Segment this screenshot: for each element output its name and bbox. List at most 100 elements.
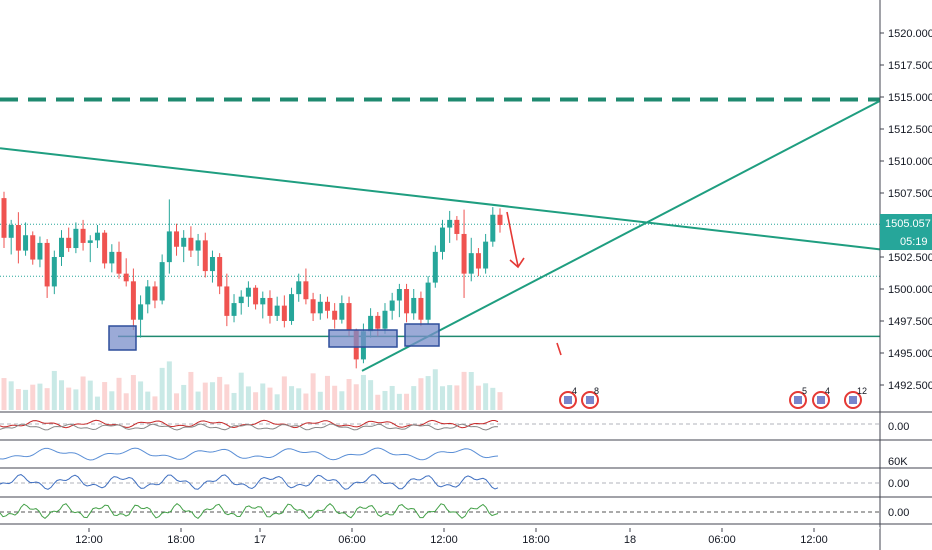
pane1-oscillator-red [0,419,499,429]
time-tick-label: 12:00 [430,534,458,546]
candle-body [439,227,445,252]
volume-bar [37,383,43,410]
candle-body [87,240,93,243]
event-badge[interactable]: 5 [789,386,807,409]
volume-bar [432,369,438,410]
volume-bar [209,382,215,410]
price-tick-label: 1497.500 [888,316,932,328]
volume-bar [231,392,237,410]
event-badge-count: 12 [857,386,867,396]
volume-bar [281,376,287,410]
volume-bar [51,370,57,410]
event-badge[interactable]: 8 [581,386,599,409]
red-arrow-head [509,257,525,269]
volume-bar [80,376,86,410]
volume-bar [188,371,194,410]
volume-bar [332,385,338,410]
pane1-oscillator-gray [0,423,499,431]
support-zones [108,323,440,351]
price-tick-label: 1520.000 [888,28,932,40]
volume-bar [490,387,496,410]
time-tick-label: 06:00 [338,534,366,546]
volume-bar [145,391,151,410]
volume-bar [353,384,359,410]
event-badge[interactable]: 4 [559,386,577,409]
volume-bar [324,375,330,410]
candle-body [202,240,208,272]
candle-body [94,232,100,241]
candle-body [346,303,352,330]
volume-bar [159,367,165,410]
candle-body [324,301,330,311]
event-badge[interactable]: 12 [844,386,867,409]
pane4-oscillator-green [0,502,499,520]
volume-bar [368,380,374,410]
candle-body [166,231,172,263]
volume-bar [289,386,295,410]
volume-bar [425,376,431,410]
price-tick-label: 1517.500 [888,60,932,72]
candle-body [245,287,251,297]
volume-bar [418,378,424,410]
volume-bar [109,391,115,410]
candle-body [396,289,402,301]
countdown-tag [880,232,932,250]
red-arrow-stroke [506,211,519,267]
candle-body [382,310,388,329]
candle-body [188,237,194,251]
support-zone-rect[interactable] [404,323,440,347]
candle-body [425,282,431,320]
candle-body [483,241,489,269]
price-axis[interactable]: 1520.000 1517.500 1515.000 1512.500 1510.000… [879,0,932,550]
candle-body [109,251,115,264]
candle-body [159,262,165,301]
time-tick-label: 12:00 [800,534,828,546]
candle-body [375,315,381,329]
candle-body [231,303,237,316]
support-zone-rect[interactable] [328,329,398,348]
volume-bar [217,376,223,410]
time-axis[interactable]: 12:00 18:00 17 06:00 12:00 18:00 18 06:00 12:00 [0,527,880,546]
candle-body [15,225,21,251]
pane4-label: 0.00 [888,507,909,519]
time-tick-label: 18:00 [167,534,195,546]
indicator-panes [0,411,932,525]
candle-body [289,294,295,321]
candle-body [102,232,108,264]
event-badge[interactable]: 4 [812,386,830,409]
candle-body [238,296,244,304]
ascending-trendline[interactable] [361,99,881,372]
volume-bar [404,393,410,410]
time-tick-label: 17 [254,534,266,546]
volume-bar [483,383,489,410]
candle-body [454,219,460,234]
candle-body [317,301,323,314]
candle-body [217,257,223,287]
volume-bar [411,386,417,410]
price-tick-label: 1500.000 [888,284,932,296]
candle-body [37,242,43,260]
candle-body [468,253,474,274]
pane3-oscillator-blue [0,474,499,490]
volume-bar [152,396,158,410]
volume-bar [497,392,503,410]
time-tick-label: 06:00 [708,534,736,546]
support-zone-rect[interactable] [108,325,137,351]
volume-bar [1,378,7,410]
candle-body [339,303,345,320]
volume-bar [339,391,345,410]
event-badges[interactable]: 4 8 5 4 12 [559,386,867,409]
volume-histogram [1,361,503,410]
candle-body [73,228,79,249]
time-tick-label: 12:00 [75,534,103,546]
volume-bar [195,391,201,410]
descending-trendline[interactable] [0,147,881,251]
pane3-label: 0.00 [888,478,909,490]
candle-body [432,251,438,283]
countdown-value: 05:19 [900,236,928,248]
candle-body [461,233,467,274]
event-badge-count: 4 [572,386,577,396]
volume-bar [238,372,244,410]
candle-body [23,235,29,251]
